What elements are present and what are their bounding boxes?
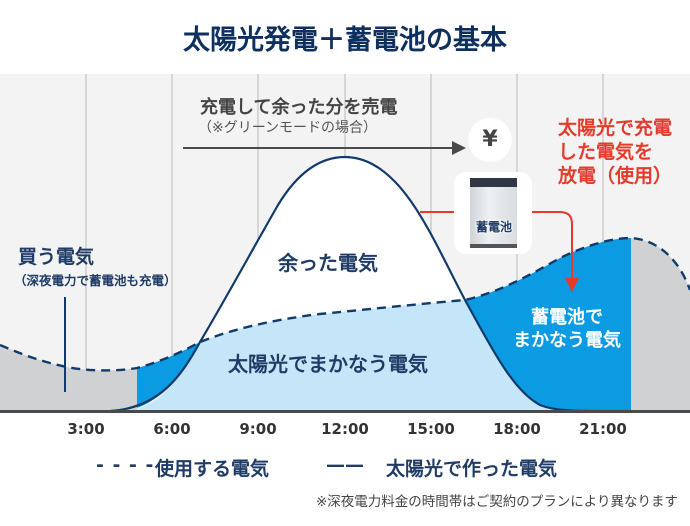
discharge-line: [532, 211, 573, 280]
page-title: 太陽光発電＋蓄電池の基本: [183, 25, 507, 56]
battery-area-evening: [465, 238, 631, 411]
discharge-note: 太陽光で充電 した電気を 放電（使用）: [558, 116, 672, 188]
battery-icon-bottom: [470, 244, 517, 248]
legend-solid-marker: ——: [326, 454, 364, 476]
sell-sublabel: （※グリーンモードの場合）: [198, 120, 378, 136]
yen-icon: ¥: [468, 118, 512, 162]
buy-sublabel: （深夜電力で蓄電池も充電）: [14, 273, 177, 288]
battery-cover-label: 蓄電池で まかなう電気: [492, 306, 642, 352]
footnote: ※深夜電力料金の時間帯はご契約のプランにより異なります: [315, 494, 678, 510]
buy-area-right: [631, 238, 690, 411]
legend-solid-label: 太陽光で作った電気: [386, 458, 558, 480]
solar-cover-label: 太陽光でまかなう電気: [228, 352, 428, 376]
surplus-area: [200, 157, 465, 342]
x-tick: 6:00: [153, 420, 191, 438]
battery-cover-line1: 蓄電池で: [531, 307, 603, 328]
discharge-note-line3: 放電（使用）: [558, 165, 673, 187]
x-tick: 3:00: [67, 420, 105, 438]
solar-curve: [109, 155, 601, 413]
battery-icon-top: [470, 178, 517, 187]
x-tick: 9:00: [239, 420, 277, 438]
buy-label: 買う電気: [18, 246, 95, 268]
sell-label: 充電して余った分を売電: [200, 97, 398, 118]
battery-area-morning: [137, 342, 200, 408]
x-tick: 18:00: [493, 420, 541, 438]
battery-icon: [470, 178, 517, 248]
solar-cover-under-demand: [130, 300, 570, 411]
battery-cover-line2: まかなう電気: [513, 330, 621, 351]
buy-area-left: [0, 345, 137, 411]
surplus-label: 余った電気: [278, 251, 378, 275]
discharge-note-line2: した電気を: [558, 141, 654, 163]
x-tick: 21:00: [579, 420, 627, 438]
legend-dashed-label: 使用する電気: [155, 458, 270, 480]
sell-arrow-head: [452, 141, 466, 155]
demand-curve: [0, 236, 690, 372]
battery-label: 蓄電池: [475, 220, 512, 234]
x-tick: 15:00: [407, 420, 455, 438]
x-axis-line: [0, 410, 690, 413]
x-tick: 12:00: [321, 420, 369, 438]
discharge-arrow-head: [565, 278, 579, 292]
discharge-note-line1: 太陽光で充電: [558, 117, 673, 139]
legend-dashed-marker: - - - -: [96, 454, 155, 476]
